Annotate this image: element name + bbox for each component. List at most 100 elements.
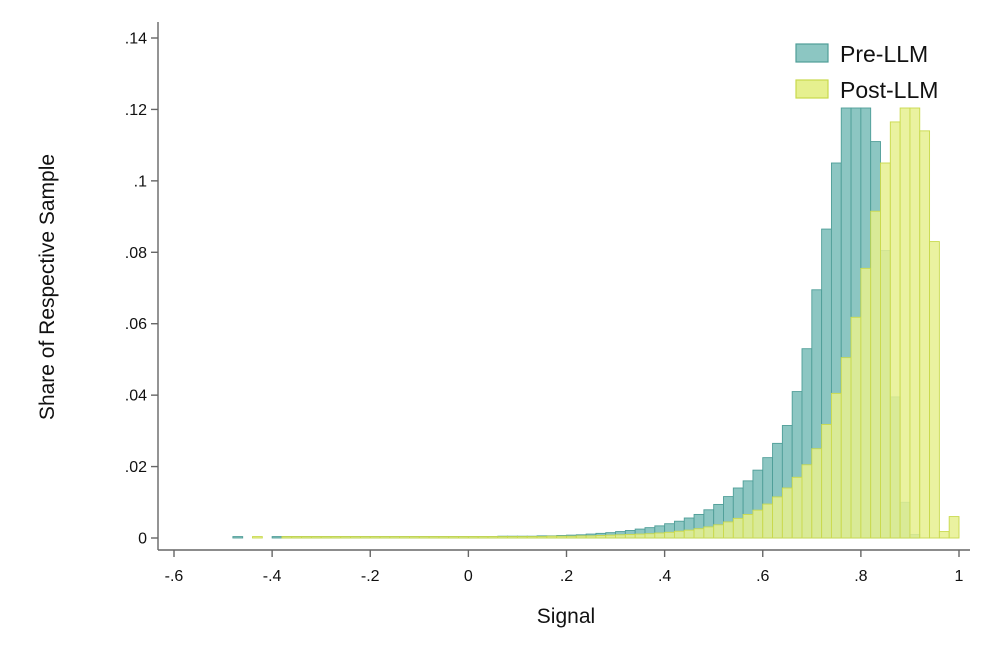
y-tick-label: .08 — [125, 245, 147, 262]
bar-post-llm-38 — [644, 533, 656, 539]
bar-post-llm-28 — [546, 535, 558, 539]
axes — [151, 22, 970, 557]
y-tick-label: .14 — [125, 31, 147, 48]
bar-post-llm-24 — [507, 536, 518, 539]
bar-post-llm-32 — [585, 535, 597, 539]
bar-post-llm-37 — [634, 533, 646, 539]
bar-post-llm-19 — [458, 536, 469, 539]
bar-post-llm-45 — [713, 524, 724, 539]
tick-labels: 0 .02 .04 .06 .08 .1 .12 .14 -.6 -.4 -.2 0 .2 .4 .6 .8 1 — [125, 31, 964, 586]
bar-post-llm-55 — [811, 448, 823, 539]
legend-swatch-pre-llm — [795, 43, 829, 63]
x-axis-title: Signal — [537, 605, 595, 628]
bar-post-llm-65 — [909, 107, 921, 539]
bar-post-llm-66 — [919, 130, 931, 539]
bar-post-llm-50 — [762, 503, 774, 539]
x-tick-label: 1 — [955, 568, 964, 585]
bar-post-llm-34 — [605, 534, 617, 539]
bar-pre-llm-0 — [232, 536, 244, 539]
x-tick-label: -.6 — [165, 568, 184, 585]
y-tick-label: .06 — [125, 316, 147, 333]
bar-post-llm-51 — [772, 496, 783, 539]
x-tick-label: .8 — [854, 568, 867, 585]
bar-post-llm-53 — [791, 476, 803, 539]
bar-post-llm-44 — [703, 526, 715, 539]
bar-post-llm-1 — [281, 536, 293, 539]
bar-post-llm-11 — [379, 536, 391, 539]
y-tick-label: .12 — [125, 102, 147, 119]
bar-post-llm-47 — [732, 517, 744, 539]
bar-post-llm-62 — [880, 162, 891, 539]
bar-post-llm-5 — [320, 536, 332, 539]
bar-post-llm-42 — [683, 529, 695, 539]
legend: Pre-LLM Post-LLM — [795, 41, 938, 103]
x-tick-label: .4 — [658, 568, 671, 585]
bar-post-llm-17 — [438, 536, 450, 539]
bar-post-llm-35 — [615, 534, 626, 539]
bar-post-llm-18 — [448, 536, 460, 539]
bar-post-llm-7 — [340, 536, 352, 539]
bar-post-llm-33 — [595, 535, 607, 539]
y-axis-title: Share of Respective Sample — [36, 154, 59, 420]
bar-post-llm-60 — [860, 267, 872, 539]
bar-pre-llm-1 — [271, 536, 283, 539]
bar-post-llm-25 — [516, 536, 528, 539]
bar-post-llm-21 — [477, 536, 489, 539]
bar-post-llm-13 — [399, 536, 410, 539]
bar-post-llm-49 — [752, 509, 764, 539]
y-tick-label: .04 — [125, 388, 147, 405]
x-tick-label: 0 — [464, 568, 473, 585]
bar-post-llm-29 — [556, 535, 567, 539]
bar-post-llm-46 — [723, 521, 734, 539]
bar-post-llm-10 — [369, 536, 381, 539]
bar-post-llm-59 — [850, 316, 862, 539]
bar-post-llm-9 — [359, 536, 371, 539]
bar-post-llm-26 — [526, 536, 538, 539]
bar-post-llm-22 — [487, 536, 499, 539]
bar-post-llm-20 — [467, 536, 479, 539]
bar-post-llm-14 — [409, 536, 420, 539]
bar-post-llm-15 — [418, 536, 430, 539]
x-tick-label: -.4 — [263, 568, 282, 585]
bar-post-llm-56 — [821, 423, 832, 539]
bar-post-llm-30 — [566, 535, 577, 539]
bar-post-llm-48 — [742, 513, 754, 539]
bar-post-llm-57 — [830, 392, 842, 539]
bar-post-llm-2 — [291, 536, 303, 539]
post-llm-bars — [252, 107, 960, 539]
y-tick-label: .02 — [125, 459, 147, 476]
bar-post-llm-43 — [693, 528, 705, 539]
bar-post-llm-8 — [350, 536, 361, 539]
legend-swatch-post-llm — [795, 79, 829, 99]
bar-post-llm-52 — [781, 487, 793, 539]
bar-post-llm-0 — [252, 536, 263, 539]
bar-post-llm-6 — [330, 536, 342, 539]
bar-post-llm-67 — [929, 241, 940, 539]
x-tick-label: .6 — [756, 568, 769, 585]
legend-label-post-llm: Post-LLM — [840, 77, 938, 103]
bar-post-llm-40 — [664, 531, 675, 539]
legend-label-pre-llm: Pre-LLM — [840, 41, 928, 67]
bar-post-llm-61 — [870, 210, 881, 539]
bar-post-llm-4 — [310, 536, 322, 539]
bar-post-llm-12 — [389, 536, 401, 539]
bar-post-llm-3 — [301, 536, 312, 539]
bar-post-llm-16 — [428, 536, 440, 539]
bar-post-llm-54 — [801, 464, 813, 539]
y-tick-label: 0 — [138, 531, 147, 548]
bar-post-llm-41 — [673, 530, 685, 539]
bar-post-llm-69 — [948, 516, 960, 539]
bar-post-llm-39 — [654, 532, 666, 539]
bar-post-llm-64 — [899, 107, 911, 539]
x-tick-label: .2 — [560, 568, 573, 585]
bar-post-llm-31 — [575, 535, 587, 539]
x-tick-label: -.2 — [361, 568, 380, 585]
bar-post-llm-58 — [840, 357, 852, 539]
bar-post-llm-63 — [889, 121, 901, 539]
y-tick-label: .1 — [134, 173, 147, 190]
bar-post-llm-68 — [938, 531, 950, 539]
bar-post-llm-23 — [497, 536, 509, 539]
bar-post-llm-27 — [536, 536, 548, 539]
bar-post-llm-36 — [624, 533, 636, 539]
